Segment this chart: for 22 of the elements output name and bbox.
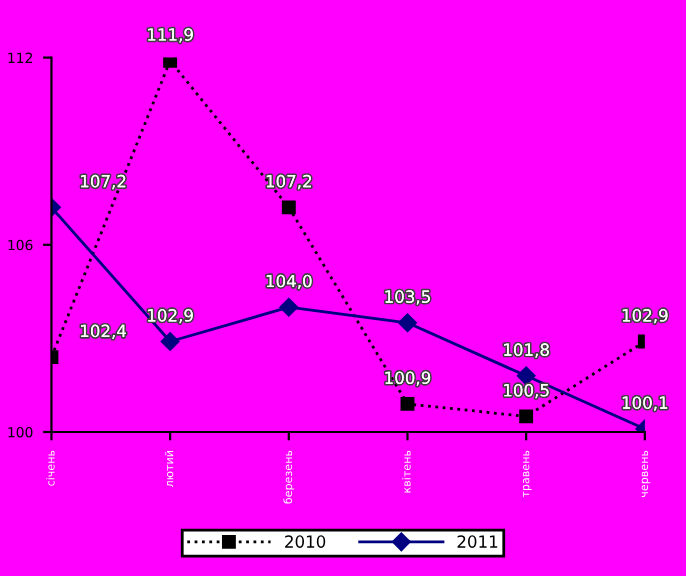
data-label: 100,9	[385, 371, 431, 386]
data-label: 103,5	[385, 290, 430, 305]
data-label: 102,9	[622, 309, 668, 324]
point	[160, 332, 180, 351]
data-label: 102,9	[148, 309, 193, 324]
point	[519, 409, 534, 424]
point	[398, 313, 417, 333]
data-label: 107,2	[81, 174, 126, 190]
data-label: 100,5	[504, 383, 549, 399]
legend-label: 2011	[457, 535, 498, 548]
legend-label: 2010	[285, 535, 326, 548]
data-label: 104,0	[266, 274, 312, 289]
data-label: 111,9	[148, 28, 193, 43]
data-label: 100,1	[622, 396, 668, 411]
point	[163, 57, 178, 68]
data-label: 101,8	[504, 343, 549, 358]
point	[279, 297, 299, 317]
point	[516, 366, 536, 386]
data-label: 102,4	[81, 324, 127, 339]
point	[281, 200, 296, 215]
data-label: 107,2	[266, 174, 311, 190]
point	[400, 396, 415, 411]
